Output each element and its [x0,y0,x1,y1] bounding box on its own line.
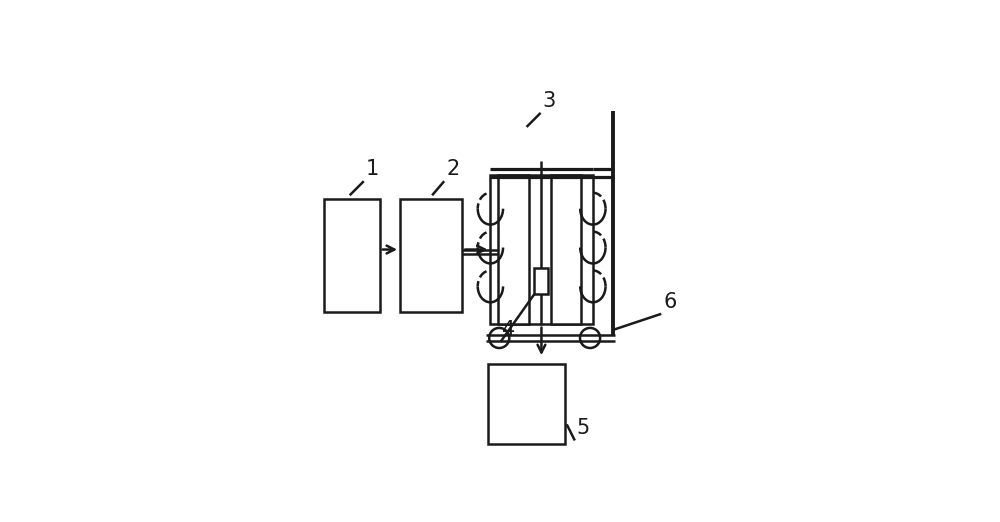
Bar [400,199,462,312]
Text: 2: 2 [446,159,459,179]
Bar [488,364,565,445]
Bar [551,175,581,324]
Bar [490,175,593,324]
Bar [498,175,529,324]
Bar [324,199,380,312]
Text: 4: 4 [502,320,516,340]
Text: 6: 6 [663,292,677,312]
Text: 3: 3 [543,91,556,111]
Text: 5: 5 [577,419,590,438]
Text: 1: 1 [366,159,379,179]
Bar [534,268,548,294]
